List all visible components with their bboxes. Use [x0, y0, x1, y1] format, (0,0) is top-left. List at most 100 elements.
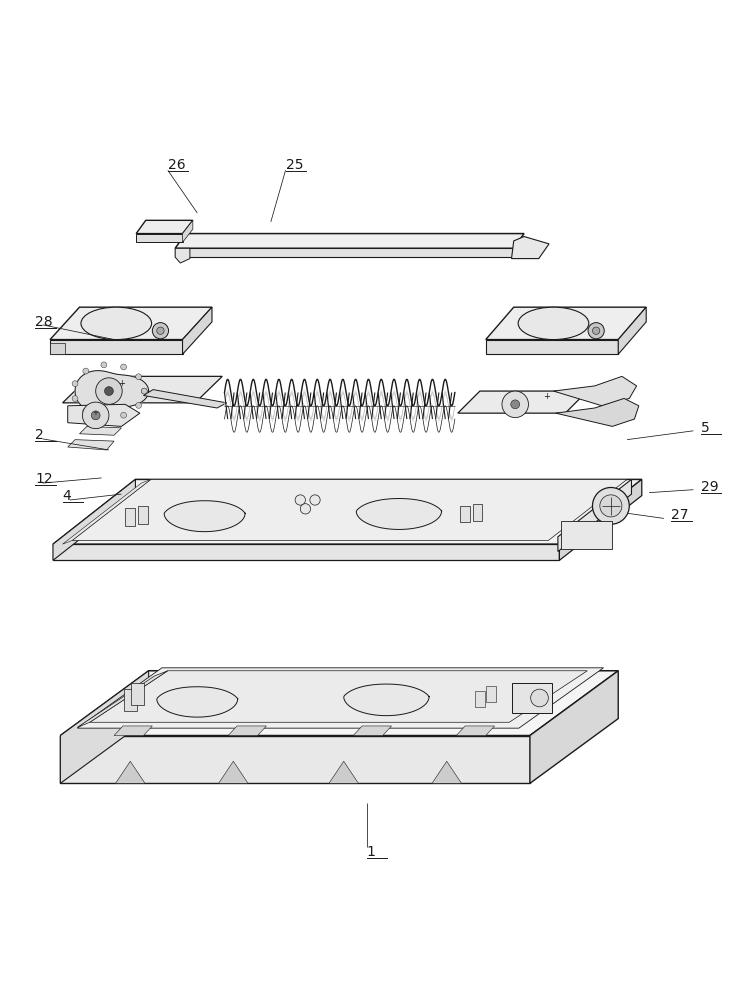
Ellipse shape	[518, 307, 589, 340]
Polygon shape	[183, 307, 212, 354]
Polygon shape	[329, 761, 358, 783]
Text: 25: 25	[286, 158, 303, 172]
Circle shape	[157, 327, 164, 334]
Text: +: +	[542, 392, 550, 401]
Circle shape	[588, 323, 604, 339]
Text: 2: 2	[35, 428, 44, 442]
Polygon shape	[60, 671, 149, 783]
Circle shape	[121, 412, 127, 418]
Circle shape	[502, 391, 528, 418]
Polygon shape	[53, 479, 135, 560]
Text: 29: 29	[701, 480, 718, 494]
Bar	[131, 683, 144, 705]
Circle shape	[101, 414, 107, 420]
Circle shape	[96, 378, 122, 404]
Bar	[138, 506, 148, 524]
Polygon shape	[458, 391, 587, 413]
Polygon shape	[356, 499, 442, 529]
Polygon shape	[53, 544, 559, 560]
Circle shape	[121, 364, 127, 370]
Polygon shape	[486, 340, 618, 354]
Polygon shape	[558, 479, 631, 552]
Polygon shape	[183, 220, 193, 242]
Bar	[473, 504, 482, 521]
Circle shape	[105, 387, 113, 395]
Polygon shape	[68, 440, 114, 450]
Bar	[50, 343, 65, 354]
Polygon shape	[50, 340, 183, 354]
Polygon shape	[553, 376, 637, 406]
Polygon shape	[432, 761, 461, 783]
Bar	[460, 506, 470, 522]
Polygon shape	[136, 220, 193, 234]
Polygon shape	[486, 307, 646, 340]
Polygon shape	[175, 234, 524, 248]
Circle shape	[135, 374, 141, 380]
Text: 28: 28	[35, 315, 53, 329]
Polygon shape	[68, 404, 140, 426]
Text: +: +	[93, 410, 99, 416]
Polygon shape	[456, 726, 495, 736]
Polygon shape	[144, 390, 227, 408]
Polygon shape	[559, 479, 642, 560]
Circle shape	[295, 495, 305, 505]
Text: 12: 12	[35, 472, 53, 486]
Polygon shape	[63, 479, 151, 544]
Circle shape	[511, 400, 520, 409]
Circle shape	[91, 411, 100, 420]
Bar	[475, 691, 485, 707]
Text: 26: 26	[168, 158, 185, 172]
Polygon shape	[90, 671, 587, 722]
Circle shape	[152, 323, 169, 339]
Circle shape	[141, 388, 147, 394]
Polygon shape	[228, 726, 266, 736]
Polygon shape	[530, 671, 618, 783]
Polygon shape	[136, 234, 183, 242]
Circle shape	[531, 689, 548, 707]
Polygon shape	[219, 761, 248, 783]
Polygon shape	[556, 398, 639, 426]
Circle shape	[592, 327, 600, 334]
Polygon shape	[157, 687, 238, 717]
Polygon shape	[175, 248, 514, 257]
Circle shape	[83, 408, 89, 414]
Circle shape	[72, 396, 78, 401]
Bar	[486, 686, 496, 702]
Circle shape	[310, 495, 320, 505]
Ellipse shape	[81, 307, 152, 340]
Circle shape	[592, 487, 629, 524]
Circle shape	[135, 402, 141, 408]
Circle shape	[600, 495, 622, 517]
Polygon shape	[344, 684, 429, 716]
Polygon shape	[353, 726, 392, 736]
Bar	[512, 683, 552, 713]
Text: 1: 1	[367, 845, 375, 859]
Polygon shape	[164, 501, 245, 532]
Polygon shape	[63, 376, 222, 403]
Text: 4: 4	[63, 489, 71, 503]
Polygon shape	[618, 307, 646, 354]
Polygon shape	[72, 479, 627, 540]
Polygon shape	[53, 479, 642, 544]
Text: +: +	[118, 379, 125, 388]
Circle shape	[141, 388, 147, 394]
Circle shape	[72, 381, 78, 387]
Polygon shape	[116, 761, 145, 783]
Polygon shape	[77, 671, 168, 727]
Polygon shape	[50, 307, 212, 340]
Polygon shape	[60, 671, 618, 736]
Circle shape	[83, 368, 89, 374]
Circle shape	[101, 362, 107, 368]
Text: 27: 27	[671, 508, 689, 522]
Polygon shape	[175, 248, 190, 263]
Circle shape	[82, 402, 109, 429]
Polygon shape	[60, 736, 530, 783]
Bar	[561, 521, 612, 549]
Bar	[125, 508, 135, 526]
Circle shape	[300, 504, 311, 514]
Polygon shape	[512, 237, 549, 259]
Polygon shape	[75, 371, 149, 411]
Polygon shape	[77, 668, 604, 728]
Bar	[124, 689, 137, 711]
Polygon shape	[114, 726, 152, 736]
